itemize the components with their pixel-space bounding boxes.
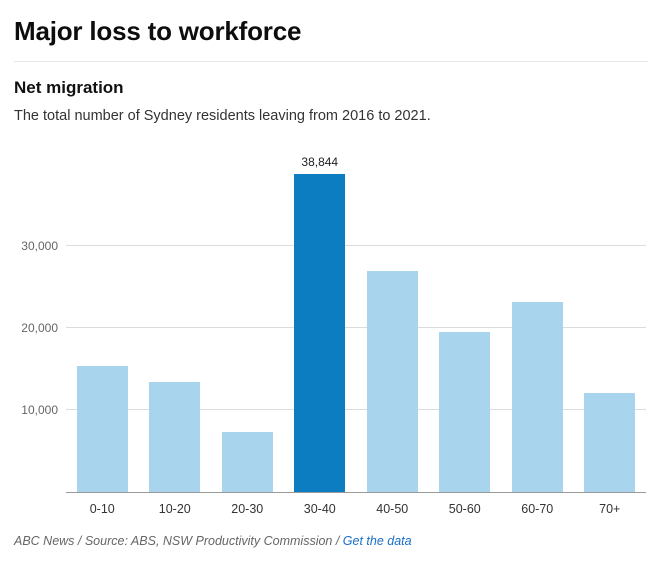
plot-area: 10,000 20,000 30,000 38,844 [21, 140, 646, 493]
bar-20-30 [221, 432, 273, 492]
page-title: Major loss to workforce [14, 16, 302, 46]
bar-column [501, 140, 574, 492]
chart-description: The total number of Sydney residents lea… [14, 108, 431, 124]
title-divider [14, 61, 648, 62]
gridline [66, 245, 646, 247]
bar-column [574, 140, 647, 492]
bar-column [429, 140, 502, 492]
x-tick-label: 70+ [599, 502, 621, 516]
x-tick-label: 10-20 [158, 502, 191, 516]
footer-credit: ABC News / Source: ABS, NSW Productivity… [14, 534, 648, 548]
bar-0-10 [76, 365, 128, 492]
gridline [66, 327, 646, 329]
bar-chart: 10,000 20,000 30,000 38,844 0-10 10-20 20-30… [21, 140, 646, 516]
y-tick-label: 20,000 [21, 321, 58, 336]
bar-value-label: 38,844 [301, 155, 339, 170]
bars: 38,844 [66, 140, 646, 492]
bar-50-60 [439, 332, 491, 492]
bar-column [66, 140, 139, 492]
bar-70+ [584, 392, 636, 492]
x-tick-label: 20-30 [231, 502, 264, 516]
bar-60-70 [511, 302, 563, 492]
x-tick-label: 0-10 [89, 502, 115, 516]
bar-column [139, 140, 212, 492]
credit-text: ABC News / Source: ABS, NSW Productivity… [14, 534, 343, 548]
get-data-link[interactable]: Get the data [342, 534, 412, 548]
bar-column [211, 140, 284, 492]
bar-30-40 [294, 174, 346, 492]
y-tick-label: 10,000 [21, 403, 58, 418]
x-tick-label: 60-70 [521, 502, 554, 516]
chart-subtitle: Net migration [14, 78, 124, 97]
x-tick-label: 50-60 [448, 502, 481, 516]
y-tick-label: 30,000 [21, 239, 58, 254]
bar-10-20 [149, 382, 201, 492]
x-tick-label: 30-40 [303, 502, 336, 516]
x-tick-label: 40-50 [376, 502, 409, 516]
bar-40-50 [366, 270, 418, 492]
bar-column: 38,844 [284, 140, 357, 492]
bar-column [356, 140, 429, 492]
x-axis-labels: 0-10 10-20 20-30 30-40 40-50 50-60 60-70 70+ [66, 493, 646, 516]
gridline [66, 409, 646, 411]
